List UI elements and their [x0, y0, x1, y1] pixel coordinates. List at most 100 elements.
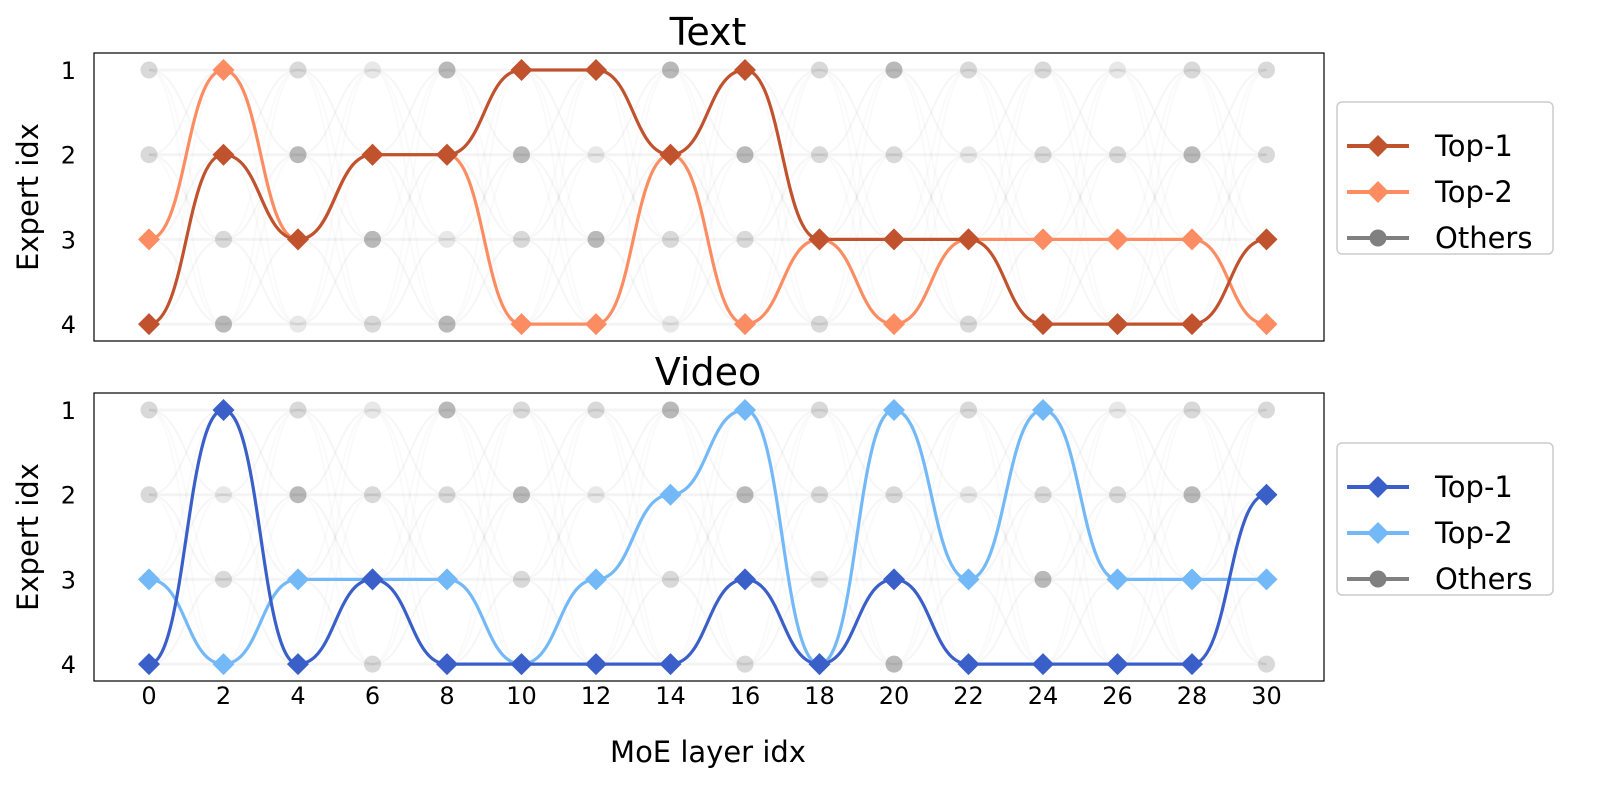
background-route [148, 238, 224, 326]
background-route [1191, 409, 1267, 496]
background-route [1042, 69, 1118, 156]
others-point [960, 401, 977, 419]
x-tick-label: 26 [1102, 682, 1133, 710]
others-point [438, 61, 456, 79]
others-point [811, 146, 828, 164]
background-route [223, 153, 299, 326]
series-point-top-1 [808, 653, 831, 676]
x-tick-label: 20 [879, 682, 910, 710]
background-route [372, 153, 448, 326]
series-point-top-1 [585, 59, 607, 81]
background-route [1117, 493, 1193, 581]
background-route [521, 153, 597, 326]
background-route [223, 238, 299, 326]
others-point [587, 401, 605, 419]
background-route [893, 409, 969, 666]
background-route [521, 409, 597, 496]
others-point [960, 315, 977, 333]
background-route [968, 69, 1044, 156]
background-route [297, 409, 373, 581]
background-route [1042, 493, 1118, 666]
background-route [744, 153, 820, 326]
background-route [297, 153, 373, 326]
others-point [885, 61, 903, 79]
background-route [1042, 578, 1118, 666]
background-route [148, 409, 224, 581]
legend-label: Top-1 [1434, 470, 1513, 504]
others-point [662, 401, 679, 419]
series-point-top-1 [1255, 228, 1278, 251]
background-route [1117, 409, 1193, 581]
series-point-top-2 [734, 399, 756, 421]
series-point-top-2 [510, 313, 533, 336]
others-point [364, 401, 381, 419]
series-point-top-1 [1032, 653, 1054, 676]
y-tick-label: 4 [61, 311, 76, 339]
series-layer [138, 59, 1278, 336]
background-route [893, 153, 969, 241]
background-route [297, 238, 373, 326]
background-route [595, 409, 671, 581]
background-route [819, 409, 895, 496]
others-point [811, 401, 828, 419]
background-route [670, 69, 746, 241]
background-route [148, 409, 224, 496]
background-route [670, 409, 746, 581]
background-route [595, 153, 671, 241]
others-point [811, 315, 828, 333]
background-route [1117, 409, 1193, 666]
panel-text: Text Expert idx 1 2 3 4 Top-1 Top-2 Others [11, 10, 1554, 342]
background-route [446, 409, 522, 496]
series-point-top-1 [957, 228, 980, 251]
series-point-top-2 [1106, 228, 1129, 251]
background-route [1042, 69, 1118, 241]
background-route [446, 69, 522, 326]
others-point [587, 230, 605, 248]
others-point [215, 486, 232, 504]
background-route [446, 153, 522, 241]
others-point [513, 230, 530, 248]
series-point-top-2 [212, 59, 235, 81]
background-route [893, 493, 969, 666]
series-point-top-2 [1106, 568, 1129, 591]
legend-box [1336, 101, 1554, 255]
y-axis-label: Expert idx [11, 463, 45, 611]
background-route [297, 69, 373, 156]
background-route [521, 493, 597, 581]
background-route [148, 69, 224, 326]
background-route [670, 69, 746, 326]
y-ticks: 1 2 3 4 [61, 397, 76, 679]
background-route [1042, 493, 1118, 581]
background-route [148, 493, 224, 666]
background-route [968, 493, 1044, 666]
series-point-top-1 [436, 143, 458, 166]
series-point-top-1 [585, 653, 607, 676]
background-route [595, 153, 671, 241]
series-point-top-1 [1255, 483, 1278, 506]
background-route [521, 409, 597, 581]
background-route [819, 409, 895, 581]
background-route [968, 493, 1044, 666]
background-route [1042, 153, 1118, 241]
others-point [811, 61, 828, 79]
x-tick-label: 16 [730, 682, 761, 710]
background-route [968, 578, 1044, 666]
x-tick-label: 12 [581, 682, 612, 710]
background-route [223, 409, 299, 581]
background-route [1191, 409, 1267, 666]
background-route [893, 69, 969, 156]
background-route [744, 409, 820, 581]
background-route [297, 493, 373, 581]
background-route [223, 409, 299, 496]
panel-title: Video [655, 350, 761, 394]
background-route [446, 409, 522, 666]
series-point-top-2 [734, 313, 756, 336]
background-route [521, 69, 597, 326]
background-route [744, 409, 820, 581]
series-point-top-1 [734, 568, 756, 591]
background-route [893, 409, 969, 496]
background-route [744, 69, 820, 326]
others-point [1183, 486, 1201, 504]
background-route [148, 69, 224, 156]
